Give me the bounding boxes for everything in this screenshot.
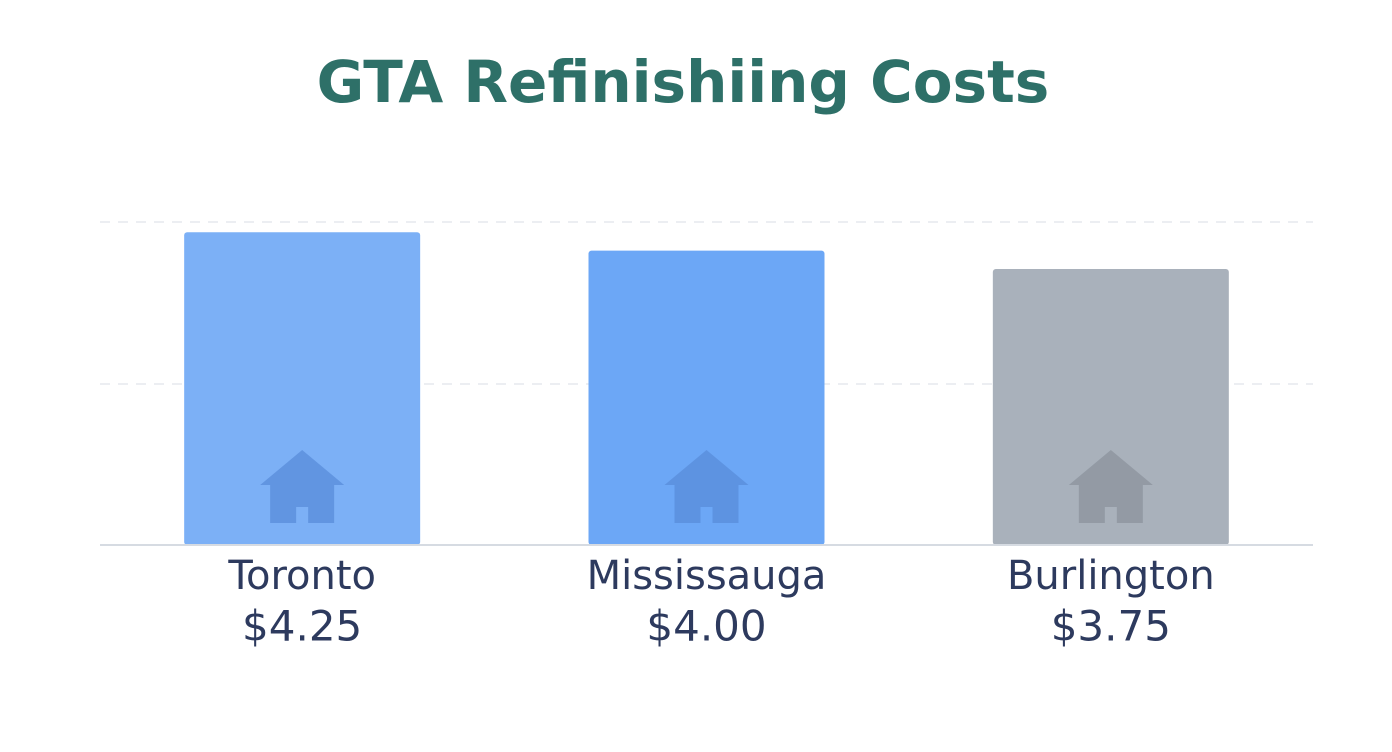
bar <box>184 232 421 545</box>
x-tick-label: Mississauga <box>587 553 827 599</box>
value-label: $4.00 <box>646 602 766 651</box>
x-tick-label: Burlington <box>1007 553 1215 599</box>
value-label: $3.75 <box>1051 602 1171 651</box>
bar-icon <box>1068 450 1153 523</box>
bar <box>992 269 1229 545</box>
bar-icon <box>664 450 749 523</box>
bar-icon <box>260 450 345 523</box>
chart-title: GTA Refinishiing Costs <box>317 48 1050 116</box>
value-label: $4.25 <box>242 602 362 651</box>
bar <box>588 250 825 545</box>
x-tick-label: Toronto <box>227 553 376 599</box>
